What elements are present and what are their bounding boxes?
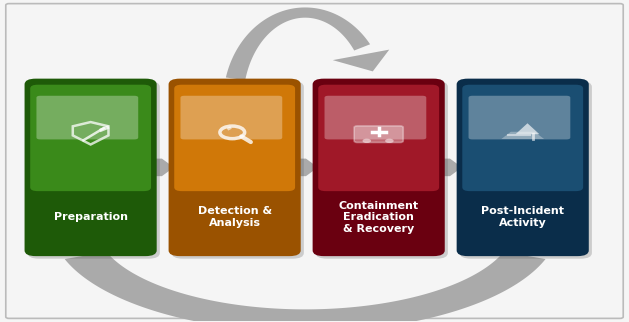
Polygon shape — [65, 252, 545, 322]
FancyBboxPatch shape — [36, 96, 138, 139]
Polygon shape — [226, 7, 370, 80]
Polygon shape — [144, 159, 174, 176]
Circle shape — [362, 139, 371, 143]
FancyBboxPatch shape — [313, 79, 445, 256]
FancyBboxPatch shape — [172, 81, 304, 259]
Polygon shape — [501, 132, 544, 139]
FancyBboxPatch shape — [169, 79, 301, 256]
FancyBboxPatch shape — [6, 4, 623, 318]
Text: Post-Incident
Activity: Post-Incident Activity — [481, 206, 564, 228]
FancyBboxPatch shape — [174, 85, 295, 191]
FancyBboxPatch shape — [30, 85, 151, 191]
Polygon shape — [508, 220, 571, 242]
Polygon shape — [288, 159, 318, 176]
FancyBboxPatch shape — [325, 96, 426, 139]
Text: Containment
Eradication
& Recovery: Containment Eradication & Recovery — [338, 201, 419, 234]
Polygon shape — [516, 123, 540, 134]
FancyBboxPatch shape — [181, 96, 282, 139]
Text: Detection &
Analysis: Detection & Analysis — [198, 206, 272, 228]
FancyBboxPatch shape — [460, 81, 592, 259]
FancyBboxPatch shape — [469, 96, 571, 139]
FancyBboxPatch shape — [354, 126, 403, 142]
Polygon shape — [39, 220, 102, 242]
FancyBboxPatch shape — [28, 81, 160, 259]
Polygon shape — [333, 50, 389, 71]
FancyBboxPatch shape — [25, 79, 157, 256]
FancyBboxPatch shape — [318, 85, 439, 191]
FancyBboxPatch shape — [457, 79, 589, 256]
FancyBboxPatch shape — [462, 85, 583, 191]
Circle shape — [385, 139, 394, 143]
Text: Preparation: Preparation — [53, 212, 128, 222]
Polygon shape — [432, 159, 462, 176]
FancyBboxPatch shape — [316, 81, 448, 259]
